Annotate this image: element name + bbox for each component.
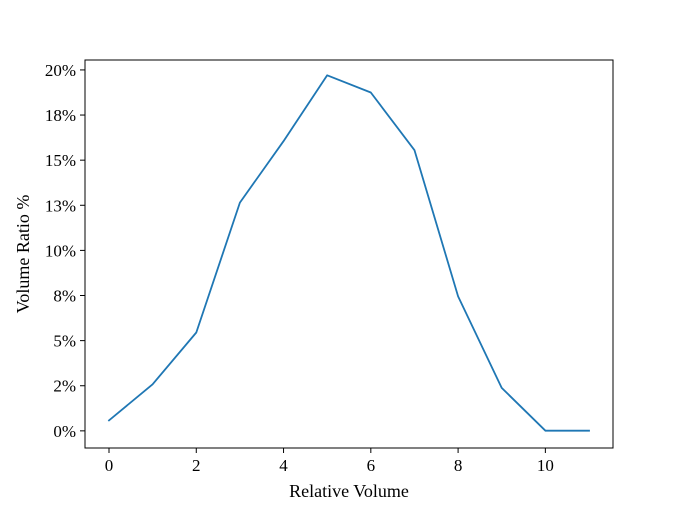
x-tick-label: 2 <box>192 456 201 475</box>
y-tick-label: 10% <box>45 241 76 260</box>
x-tick-label: 4 <box>279 456 288 475</box>
plot-area <box>107 74 590 432</box>
y-tick-label: 20% <box>45 61 76 80</box>
y-tick-label: 0% <box>53 422 76 441</box>
x-axis-ticks: 0 2 4 6 8 10 <box>105 448 554 475</box>
y-tick-label: 8% <box>53 287 76 306</box>
y-axis-ticks: 0% 2% 5% 8% 10% 13% 15% 18% 20% <box>45 61 85 441</box>
series-line <box>107 74 590 432</box>
y-tick-label: 15% <box>45 151 76 170</box>
y-tick-label: 18% <box>45 106 76 125</box>
plot-frame <box>84 59 614 449</box>
x-tick-label: 6 <box>367 456 376 475</box>
x-axis-label: Relative Volume <box>289 481 409 501</box>
x-tick-label: 0 <box>105 456 114 475</box>
y-tick-label: 2% <box>53 377 76 396</box>
x-tick-label: 10 <box>537 456 554 475</box>
x-tick-label: 8 <box>454 456 463 475</box>
y-tick-label: 5% <box>53 332 76 351</box>
y-axis-label: Volume Ratio % <box>13 195 33 314</box>
y-tick-label: 13% <box>45 196 76 215</box>
